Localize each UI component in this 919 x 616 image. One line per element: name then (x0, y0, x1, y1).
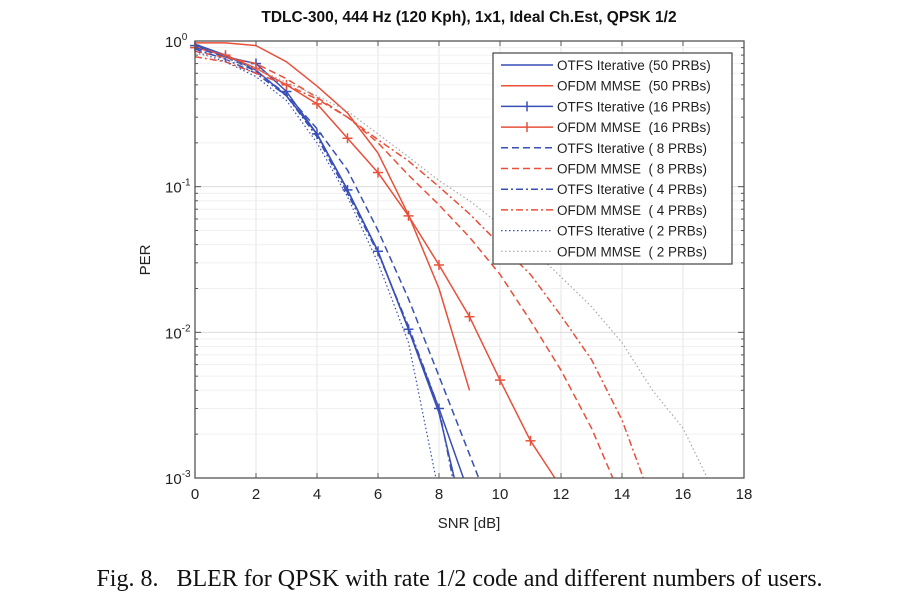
legend: OTFS Iterative (50 PRBs) OFDM MMSE (50 PR… (492, 52, 733, 265)
x-tick-label: 18 (736, 486, 753, 503)
legend-item: OFDM MMSE (50 PRBs) (501, 79, 711, 94)
legend-item: OFDM MMSE (16 PRBs) (501, 120, 711, 135)
legend-item: OTFS Iterative (16 PRBs) (501, 99, 711, 114)
x-tick-label: 6 (374, 486, 382, 503)
series-line-8 (194, 50, 437, 479)
axis-ticks: 0 2 4 6 8 10 12 14 16 18 100 10-1 10-2 10-3 (165, 32, 752, 503)
series-marker-3 (495, 375, 505, 386)
plot-area-frame (194, 40, 745, 479)
y-tick-label: 10-1 (165, 178, 191, 197)
legend-label: OTFS Iterative ( 4 PRBs) (557, 182, 707, 197)
series-marker-3 (434, 259, 444, 270)
series-layer (190, 40, 708, 479)
x-tick-label: 8 (435, 486, 443, 503)
x-tick-label: 2 (252, 486, 260, 503)
legend-label: OTFS Iterative ( 8 PRBs) (557, 141, 707, 156)
series-marker-3 (525, 435, 536, 446)
legend-item: OTFS Iterative ( 4 PRBs) (501, 182, 707, 197)
series-line-1 (195, 42, 471, 391)
legend-item: OTFS Iterative ( 8 PRBs) (501, 141, 707, 156)
legend-label: OTFS Iterative ( 2 PRBs) (557, 224, 707, 239)
series-line-0 (194, 43, 456, 479)
series-line-6 (194, 48, 454, 479)
legend-label: OFDM MMSE (16 PRBs) (557, 120, 711, 135)
y-tick-label: 10-2 (165, 323, 191, 342)
legend-label: OFDM MMSE ( 2 PRBs) (557, 244, 707, 259)
legend-item: OTFS Iterative (50 PRBs) (501, 58, 711, 73)
y-tick-label: 100 (165, 32, 188, 51)
legend-item: OFDM MMSE ( 2 PRBs) (501, 244, 707, 259)
x-tick-label: 10 (492, 486, 509, 503)
series-marker-3 (312, 98, 322, 109)
series-marker-3 (342, 133, 353, 144)
x-tick-label: 14 (614, 486, 631, 503)
legend-item: OFDM MMSE ( 4 PRBs) (501, 203, 707, 218)
chart-title: TDLC-300, 444 Hz (120 Kph), 1x1, Ideal C… (261, 9, 676, 26)
x-tick-label: 16 (675, 486, 692, 503)
series-line-4 (194, 46, 480, 479)
series-marker-2 (342, 184, 353, 195)
x-tick-label: 12 (553, 486, 570, 503)
legend-label: OFDM MMSE (50 PRBs) (557, 79, 711, 94)
x-axis-label: SNR [dB] (438, 515, 501, 532)
x-tick-label: 4 (313, 486, 321, 503)
legend-label: OFDM MMSE ( 4 PRBs) (557, 203, 707, 218)
legend-label: OTFS Iterative (16 PRBs) (557, 99, 711, 114)
legend-label: OFDM MMSE ( 8 PRBs) (557, 162, 707, 177)
x-tick-label: 0 (191, 486, 199, 503)
legend-item: OFDM MMSE ( 8 PRBs) (501, 162, 707, 177)
y-tick-label: 10-3 (165, 469, 191, 488)
figure-caption: Fig. 8. BLER for QPSK with rate 1/2 code… (96, 566, 823, 592)
legend-label: OTFS Iterative (50 PRBs) (557, 58, 711, 73)
series-marker-3 (464, 311, 475, 322)
series-line-7 (194, 55, 645, 479)
series-marker-3 (373, 167, 383, 178)
series-line-9 (194, 53, 708, 479)
y-axis-label: PER (137, 244, 154, 275)
series-line-5 (194, 50, 614, 479)
legend-box (492, 52, 733, 265)
legend-item: OTFS Iterative ( 2 PRBs) (501, 224, 707, 239)
series-marker-3 (251, 63, 261, 74)
series-marker-3 (403, 210, 414, 221)
